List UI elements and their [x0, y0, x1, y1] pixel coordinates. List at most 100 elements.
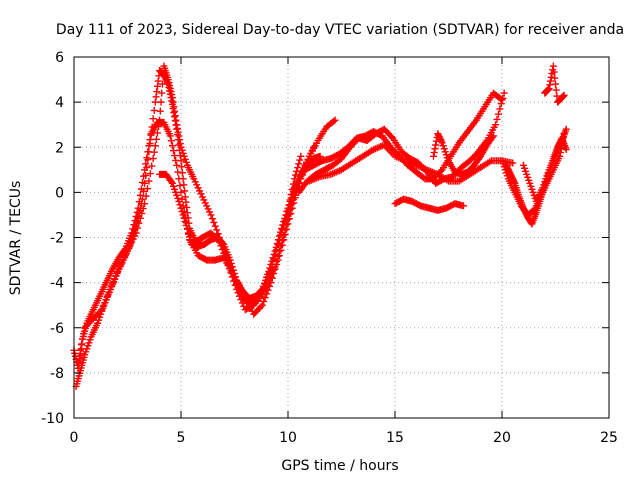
data-point — [261, 294, 269, 302]
data-point — [277, 246, 285, 254]
y-tick-label: 2 — [55, 140, 64, 156]
data-point — [104, 292, 112, 300]
data-point — [75, 352, 83, 360]
series-satellite-track-9 — [430, 130, 497, 178]
series-satellite-track-12 — [519, 125, 570, 205]
data-point — [80, 329, 88, 337]
data-point — [153, 82, 161, 90]
data-point — [270, 250, 278, 258]
data-point — [493, 115, 501, 123]
axis-ticks: 0 5 10 15 20 25 -10 -8 -6 -4 -2 0 2 4 6 — [41, 50, 618, 446]
data-point — [229, 266, 237, 274]
data-point — [186, 233, 194, 241]
data-point — [265, 267, 273, 275]
data-point — [291, 185, 299, 193]
data-point — [182, 198, 190, 206]
data-point — [550, 68, 558, 76]
data-point — [553, 92, 561, 100]
data-point — [310, 143, 318, 151]
data-point — [263, 290, 271, 298]
y-tick-label: 6 — [55, 50, 64, 66]
data-point — [184, 229, 192, 237]
data-marks — [70, 62, 570, 390]
data-point — [150, 148, 158, 156]
data-point — [179, 175, 187, 183]
data-point — [148, 123, 156, 131]
data-point — [142, 160, 150, 168]
data-point — [552, 86, 560, 94]
data-point — [287, 194, 295, 202]
data-point — [177, 204, 185, 212]
data-point — [177, 157, 185, 165]
data-point — [331, 116, 339, 124]
data-point — [138, 209, 146, 217]
data-point — [173, 161, 181, 169]
data-point — [492, 121, 500, 129]
data-point — [152, 93, 160, 101]
data-point — [496, 105, 504, 113]
data-point — [265, 282, 273, 290]
data-point — [112, 272, 120, 280]
data-point — [228, 263, 236, 271]
data-point — [219, 239, 227, 247]
data-point — [77, 341, 85, 349]
data-point — [176, 182, 184, 190]
y-axis-label: SDTVAR / TECUs — [8, 181, 24, 296]
data-point — [183, 225, 191, 233]
y-tick-label: -6 — [50, 321, 64, 337]
data-point — [270, 270, 278, 278]
data-point — [140, 187, 148, 195]
data-point — [264, 286, 272, 294]
data-point — [114, 268, 122, 276]
data-point — [281, 230, 289, 238]
data-point — [283, 225, 291, 233]
data-point — [258, 301, 266, 309]
x-axis-label: GPS time / hours — [281, 458, 398, 474]
data-point — [387, 133, 395, 141]
data-point — [180, 181, 188, 189]
data-point — [143, 185, 151, 193]
data-point — [138, 195, 146, 203]
series-satellite-track-3 — [74, 62, 318, 366]
data-point — [178, 169, 186, 177]
data-point — [208, 215, 216, 223]
data-point — [497, 100, 505, 108]
data-point — [181, 218, 189, 226]
data-point — [149, 115, 157, 123]
data-point — [562, 146, 570, 154]
data-point — [260, 297, 268, 305]
data-point — [210, 218, 218, 226]
data-point — [257, 287, 265, 295]
data-point — [268, 257, 276, 265]
data-point — [498, 96, 506, 104]
y-tick-label: -4 — [50, 276, 64, 292]
data-point — [274, 236, 282, 244]
data-point — [238, 299, 246, 307]
series-satellite-track-6 — [295, 89, 508, 196]
data-point — [279, 221, 287, 229]
data-point — [227, 259, 235, 267]
data-point — [180, 214, 188, 222]
data-point — [560, 91, 568, 99]
data-point — [494, 110, 502, 118]
data-point — [171, 112, 179, 120]
data-point — [148, 162, 156, 170]
data-point — [183, 209, 191, 217]
data-point — [172, 116, 180, 124]
data-point — [168, 97, 176, 105]
data-point — [231, 270, 238, 278]
data-point — [181, 187, 189, 195]
data-point — [168, 94, 176, 102]
data-point — [99, 302, 107, 310]
data-point — [147, 131, 155, 139]
data-point — [151, 142, 159, 150]
data-point — [226, 256, 234, 264]
data-point — [207, 211, 215, 219]
data-point — [166, 132, 174, 140]
data-point — [284, 220, 292, 228]
data-point — [272, 243, 280, 251]
data-point — [552, 80, 559, 88]
data-point — [546, 81, 554, 89]
data-point — [266, 264, 274, 272]
